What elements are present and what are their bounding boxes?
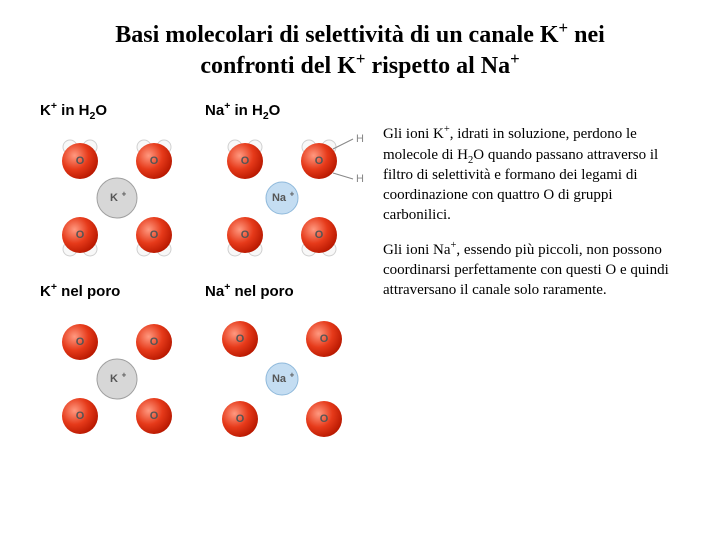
label-na-h2o: Na+ in H2O <box>205 102 365 119</box>
diagram-na-h2o: O O O O Na+ H H <box>205 123 365 273</box>
page-title: Basi molecolari di selettività di un can… <box>40 20 680 82</box>
svg-text:H: H <box>356 133 364 145</box>
diagram-column: K+ in H2O OOOOK+ Na+ in H2O OOOONa+HH K+… <box>40 102 365 464</box>
label-k-h2o: K+ in H2O <box>40 102 195 119</box>
diagram-k-poro: O O O O K + <box>40 304 195 454</box>
svg-text:O: O <box>241 229 250 241</box>
svg-text:+: + <box>290 371 295 380</box>
svg-text:O: O <box>76 229 85 241</box>
svg-text:O: O <box>150 155 159 167</box>
svg-text:O: O <box>315 155 324 167</box>
label-k-poro: K+ nel poro <box>40 283 195 300</box>
cell-k-h2o: K+ in H2O O O O O K + <box>40 102 195 273</box>
svg-text:O: O <box>76 410 85 422</box>
svg-text:+: + <box>122 190 127 199</box>
svg-text:O: O <box>320 333 329 345</box>
svg-text:O: O <box>236 333 245 345</box>
svg-text:K: K <box>110 192 118 204</box>
cell-na-h2o: Na+ in H2O O O O O Na+ H H <box>205 102 365 273</box>
paragraph-1: Gli ioni K+, idrati in soluzione, perdon… <box>383 124 680 225</box>
svg-text:H: H <box>356 173 364 185</box>
diagram-k-h2o: O O O O K + <box>40 123 195 273</box>
svg-text:O: O <box>150 336 159 348</box>
svg-text:+: + <box>290 190 295 199</box>
cell-na-poro: Na+ nel poro O O O O Na+ <box>205 283 360 454</box>
svg-text:+: + <box>122 371 127 380</box>
svg-text:O: O <box>315 229 324 241</box>
text-column: Gli ioni K+, idrati in soluzione, perdon… <box>383 102 680 464</box>
svg-text:K: K <box>110 373 118 385</box>
main-content: K+ in H2O OOOOK+ Na+ in H2O OOOONa+HH K+… <box>40 102 680 464</box>
svg-text:O: O <box>76 155 85 167</box>
svg-text:O: O <box>320 413 329 425</box>
label-na-poro: Na+ nel poro <box>205 283 360 300</box>
cell-k-poro: K+ nel poro O O O O K + <box>40 283 195 454</box>
svg-text:O: O <box>236 413 245 425</box>
svg-text:O: O <box>150 229 159 241</box>
paragraph-2: Gli ioni Na+, essendo più piccoli, non p… <box>383 240 680 301</box>
svg-text:O: O <box>150 410 159 422</box>
svg-text:Na: Na <box>272 373 287 385</box>
svg-text:O: O <box>76 336 85 348</box>
diagram-na-poro: O O O O Na+ <box>205 304 360 454</box>
svg-text:O: O <box>241 155 250 167</box>
svg-text:Na: Na <box>272 192 287 204</box>
